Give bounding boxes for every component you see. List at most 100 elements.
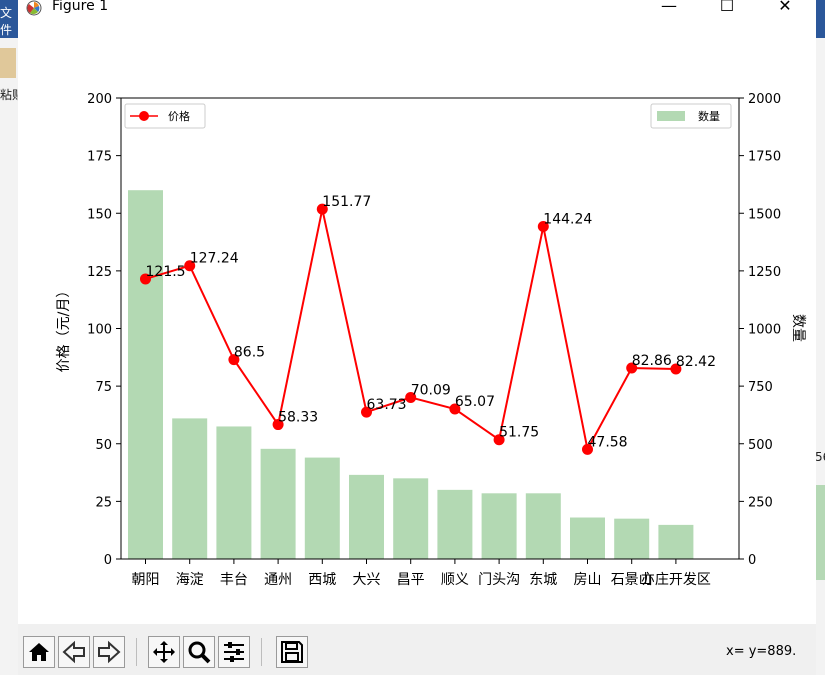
x-tick-label-4: 西城: [308, 572, 336, 588]
bar-1: [172, 418, 208, 559]
price-point-0: [140, 273, 151, 285]
minimize-button[interactable]: —: [661, 0, 677, 15]
x-tick-label-1: 海淀: [176, 572, 204, 588]
y-axis-label: 价格（元/月）: [56, 284, 72, 373]
data-label-9: 144.24: [543, 212, 592, 228]
data-label-2: 86.5: [234, 345, 265, 361]
y-tick-label-7: 175: [87, 150, 112, 165]
pan-button[interactable]: [148, 636, 180, 668]
configure-subplots-button[interactable]: [218, 636, 250, 668]
data-label-7: 65.07: [455, 394, 495, 410]
bar-7: [437, 489, 473, 559]
price-point-7: [449, 403, 461, 415]
price-point-9: [537, 221, 549, 233]
background-window-right: [816, 0, 825, 675]
price-point-12: [670, 363, 682, 375]
price-point-11: [626, 362, 638, 374]
x-tick-label-10: 房山: [574, 572, 602, 588]
x-tick-label-12: 亦庄开发区: [641, 571, 711, 588]
y-tick-label-6: 150: [87, 207, 112, 222]
background-window-ribbon: 文件: [0, 0, 18, 38]
data-label-6: 70.09: [411, 382, 451, 398]
bar-6: [393, 478, 429, 559]
zoom-icon: [188, 641, 211, 664]
back-icon: [62, 640, 85, 664]
data-label-12: 82.42: [676, 354, 716, 370]
legend-count: 数量: [650, 103, 732, 129]
figure-window: Figure 1 — ☐ ✕ 121.5 127.24 86.5 58.33 151.7…: [18, 0, 816, 675]
y-tick-label-1: 25: [95, 495, 112, 510]
bar-2: [216, 426, 252, 559]
title-bar[interactable]: Figure 1 — ☐ ✕: [18, 0, 816, 26]
data-label-8: 51.75: [499, 425, 539, 441]
save-icon: [281, 641, 303, 663]
close-button[interactable]: ✕: [778, 0, 792, 15]
x-tick-label-7: 顺义: [441, 572, 469, 588]
toolbar-separator: [136, 638, 137, 666]
data-label-1: 127.24: [190, 251, 239, 267]
data-label-11: 82.86: [632, 353, 672, 369]
y-tick-label-4: 100: [87, 323, 112, 338]
background-window-left: [0, 0, 18, 675]
y2-tick-label-8: 2000: [748, 92, 781, 107]
price-line: [145, 208, 676, 453]
home-button[interactable]: [23, 636, 55, 668]
configure-icon: [224, 642, 244, 662]
data-label-5: 63.73: [367, 397, 407, 413]
bar-11: [614, 518, 650, 559]
x-tick-label-5: 大兴: [353, 572, 381, 588]
x-tick-label-8: 门头沟: [478, 572, 520, 588]
price-point-10: [582, 443, 593, 455]
back-button[interactable]: [58, 636, 90, 668]
bar-12: [658, 524, 694, 559]
zoom-button[interactable]: [183, 636, 215, 668]
x-tick-label-3: 通州: [264, 572, 292, 588]
background-paste-icon: [0, 48, 16, 78]
bar-0: [128, 190, 163, 559]
price-point-2: [228, 354, 240, 366]
data-label-4: 151.77: [322, 194, 371, 210]
y2-axis-label: 数量: [790, 314, 806, 342]
y2-tick-label-3: 750: [748, 380, 773, 395]
y-tick-label-2: 50: [95, 438, 112, 453]
cursor-coordinates: x= y=889.: [726, 644, 797, 659]
legend-price-label: 价格: [168, 109, 190, 123]
forward-icon: [98, 640, 121, 664]
price-point-4: [316, 203, 328, 215]
y-tick-label-3: 75: [95, 380, 112, 395]
price-point-6: [405, 391, 417, 403]
forward-button[interactable]: [93, 636, 125, 668]
y2-tick-label-0: 0: [748, 553, 756, 568]
maximize-button[interactable]: ☐: [719, 0, 735, 15]
x-tick-label-2: 丰台: [220, 572, 248, 588]
bar-10: [570, 517, 605, 559]
pan-icon: [153, 641, 175, 663]
price-point-1: [184, 260, 196, 272]
background-menu-text: 文件: [0, 6, 13, 37]
x-tick-label-11: 石景山: [611, 572, 653, 588]
bar-8: [481, 493, 517, 559]
y-tick-label-8: 200: [87, 92, 112, 107]
price-point-8: [493, 434, 505, 446]
window-title: Figure 1: [52, 0, 109, 14]
home-icon: [29, 643, 49, 661]
matplotlib-logo-icon: [26, 0, 42, 16]
save-button[interactable]: [276, 636, 308, 668]
plot-canvas[interactable]: 121.5 127.24 86.5 58.33 151.77 63.73 70.09 65.0…: [18, 26, 816, 624]
x-tick-label-6: 昌平: [397, 572, 425, 588]
y2-tick-label-7: 1750: [748, 150, 781, 165]
data-label-10: 47.58: [588, 434, 628, 450]
y2-tick-label-5: 1250: [748, 265, 781, 280]
x-tick-label-0: 朝阳: [132, 572, 160, 588]
navigation-toolbar: x= y=889.: [18, 624, 816, 675]
background-chart-fragment: [816, 485, 825, 580]
toolbar-separator: [261, 638, 262, 666]
background-window-right-ribbon: [816, 0, 825, 38]
y-tick-label-0: 0: [104, 553, 112, 568]
price-point-5: [361, 406, 372, 418]
bar-4: [304, 457, 340, 559]
axes-frame: [120, 97, 740, 560]
y2-tick-label-2: 500: [748, 438, 773, 453]
y2-tick-label-4: 1000: [748, 323, 781, 338]
